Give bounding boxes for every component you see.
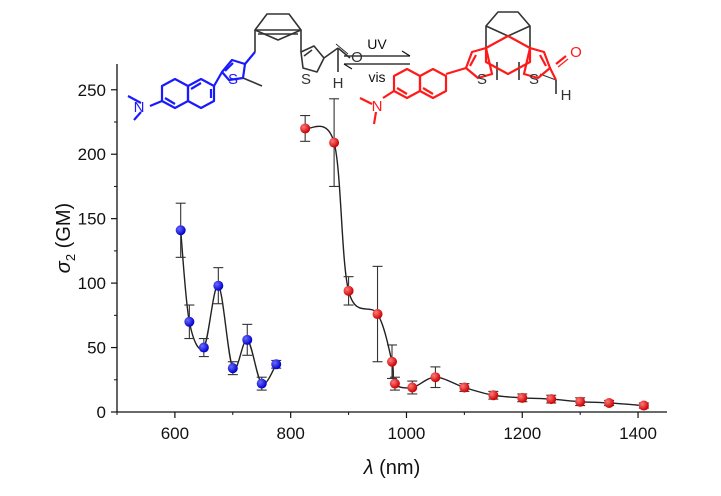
forward-arrow-head (401, 50, 411, 57)
data-point (343, 285, 354, 296)
closed-s2-atom: S (529, 71, 539, 88)
data-point (517, 392, 528, 403)
data-point (604, 397, 615, 408)
data-point (459, 382, 470, 393)
y-tick-label: 250 (78, 81, 106, 100)
vis-label: vis (368, 69, 385, 85)
open-s2-atom: S (301, 71, 311, 88)
data-point (242, 334, 253, 345)
data-point (227, 363, 238, 374)
y-tick-label: 50 (87, 339, 106, 358)
open-s1-atom: S (228, 71, 238, 88)
data-point (184, 316, 195, 327)
data-point (546, 394, 557, 405)
x-tick-label: 1200 (503, 424, 541, 443)
data-point (407, 382, 418, 393)
closed-h-atom: H (561, 87, 572, 104)
x-tick-label: 1000 (388, 424, 426, 443)
open-form-molecule: N S S H (127, 13, 351, 121)
open-grey-part (242, 13, 351, 87)
data-point (271, 359, 282, 370)
closed-red-part (359, 34, 569, 125)
x-tick-label: 1400 (619, 424, 657, 443)
backward-arrow-head (343, 63, 353, 70)
data-point (575, 396, 586, 407)
open-o-atom: O (351, 49, 363, 66)
data-point (430, 372, 441, 383)
axis-ticks: 600 800 1000 1200 1400 0 50 100 150 200 250 (78, 81, 657, 443)
closed-n-atom: N (372, 98, 383, 115)
photoswitch-arrows: UV vis (343, 36, 411, 85)
data-point (175, 225, 186, 236)
data-point (213, 280, 224, 291)
data-point (638, 400, 649, 411)
closed-o-atom: O (570, 44, 582, 61)
y-tick-label: 200 (78, 145, 106, 164)
closed-form-molecule: N S S O H (359, 11, 582, 125)
x-tick-label: 800 (276, 424, 304, 443)
data-point (198, 342, 209, 353)
closed-grey-part (485, 11, 557, 94)
data-point (372, 309, 383, 320)
data-point (488, 390, 499, 401)
y-tick-label: 100 (78, 274, 106, 293)
fit-curve-1 (304, 125, 644, 407)
x-axis-title: λ (nm) (363, 457, 421, 479)
fit-curves (179, 125, 644, 407)
open-h-atom: H (333, 75, 344, 92)
x-tick-label: 600 (161, 424, 189, 443)
data-point (329, 137, 340, 148)
data-point (300, 123, 311, 134)
y-tick-label: 0 (97, 403, 106, 422)
y-tick-label: 150 (78, 210, 106, 229)
fit-curve-0 (179, 230, 277, 385)
data-point (389, 378, 400, 389)
uv-label: UV (367, 36, 387, 52)
open-n-atom: N (134, 99, 145, 116)
data-marks (175, 98, 649, 411)
data-point (387, 356, 397, 367)
closed-s1-atom: S (477, 71, 487, 88)
open-naphthalene (127, 51, 256, 121)
y-axis-title: σ2 (GM) (53, 203, 78, 273)
data-point (256, 378, 267, 389)
